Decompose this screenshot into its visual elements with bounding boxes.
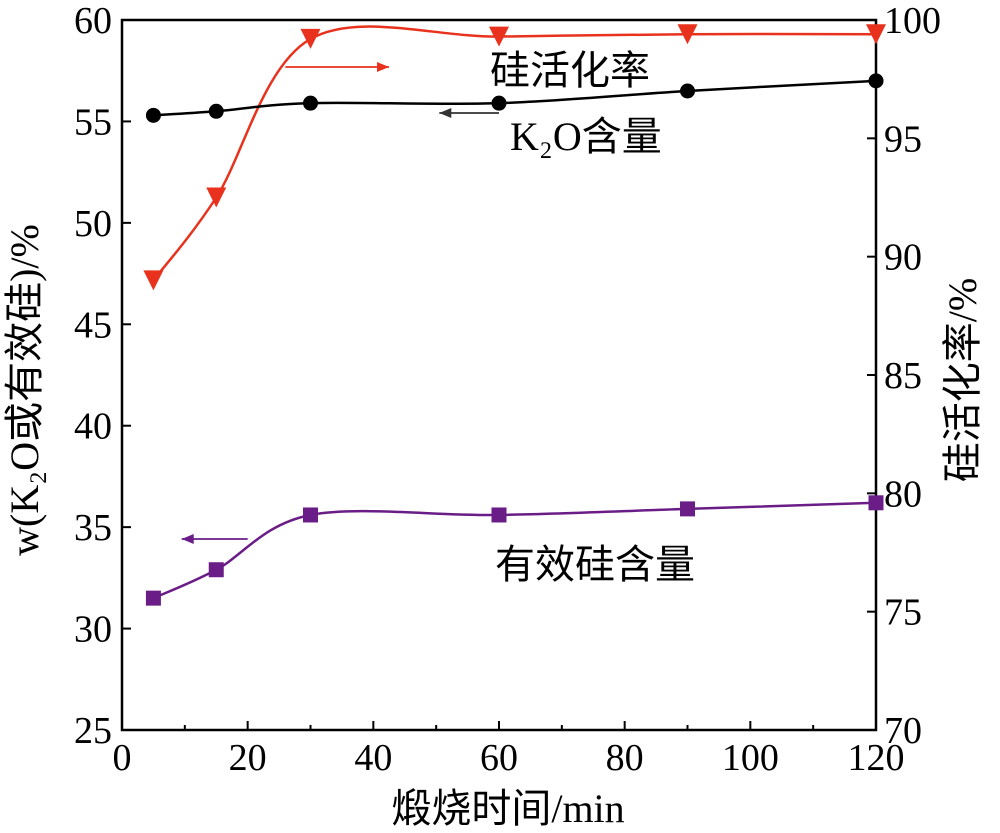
data-point — [143, 270, 164, 291]
data-point — [208, 103, 224, 119]
y-right-tick-label: 95 — [884, 118, 922, 160]
data-point — [300, 28, 321, 49]
x-tick-label: 100 — [722, 737, 779, 779]
arrow-head — [377, 62, 390, 72]
y-right-tick-label: 100 — [884, 0, 941, 42]
y-right-tick-label: 70 — [884, 710, 922, 752]
y-right-tick-label: 90 — [884, 237, 922, 279]
x-tick-label: 0 — [113, 737, 132, 779]
x-axis-label: 煅烧时间/min — [391, 786, 624, 831]
x-tick-label: 80 — [606, 737, 644, 779]
axes: 0 20 40 60 80 100 120 25 30 35 40 45 50 55 60 70 75 80 85 9… — [74, 0, 941, 779]
series-k2o-content — [145, 73, 884, 123]
y-left-tick-label: 25 — [74, 710, 112, 752]
data-point — [680, 501, 695, 517]
data-point — [303, 507, 318, 523]
data-point — [491, 95, 507, 111]
data-point — [866, 24, 886, 45]
data-point — [145, 107, 161, 123]
y-right-tick-label: 80 — [884, 473, 922, 515]
y-left-tick-label: 35 — [74, 507, 112, 549]
data-point — [680, 83, 695, 99]
y-left-tick-label: 40 — [74, 406, 112, 448]
data-point — [303, 95, 318, 111]
series-silicon-activation — [143, 24, 886, 291]
y-right-tick-label: 85 — [884, 355, 922, 397]
y-right-tick-label: 75 — [884, 592, 922, 634]
arrow-effective-silicon — [181, 534, 248, 544]
x-tick-label: 120 — [848, 737, 905, 779]
arrow-head — [181, 534, 194, 544]
arrow-silicon-activation — [285, 62, 390, 72]
series-effective-silicon — [145, 495, 884, 606]
y-axis-right-label: 硅活化率/% — [940, 278, 985, 482]
data-point — [868, 495, 884, 511]
data-point — [206, 187, 227, 208]
annotation-silicon-activation: 硅活化率 — [490, 48, 650, 93]
annotation-k2o-content: K₂O含量 — [510, 114, 662, 159]
data-point — [868, 73, 884, 89]
series-layer — [143, 24, 886, 606]
y-left-tick-label: 55 — [74, 101, 112, 143]
y-left-tick-label: 45 — [74, 304, 112, 346]
arrow-k2o-content — [439, 108, 499, 118]
arrow-head — [439, 108, 452, 118]
y-axis-left-label: w(K₂O或有效硅)/% — [2, 224, 47, 556]
x-tick-label: 40 — [354, 737, 392, 779]
data-point — [491, 507, 507, 523]
data-point — [677, 24, 698, 45]
y-left-tick-label: 60 — [74, 0, 112, 42]
arrows — [181, 62, 499, 544]
x-tick-label: 60 — [480, 737, 518, 779]
data-point — [145, 590, 161, 606]
y-left-tick-label: 30 — [74, 609, 112, 651]
plot-frame — [120, 18, 878, 732]
data-point — [489, 26, 509, 47]
x-tick-label: 20 — [229, 737, 267, 779]
data-point — [208, 562, 224, 578]
annotation-effective-silicon: 有效硅含量 — [495, 542, 695, 587]
y-left-tick-label: 50 — [74, 203, 112, 245]
